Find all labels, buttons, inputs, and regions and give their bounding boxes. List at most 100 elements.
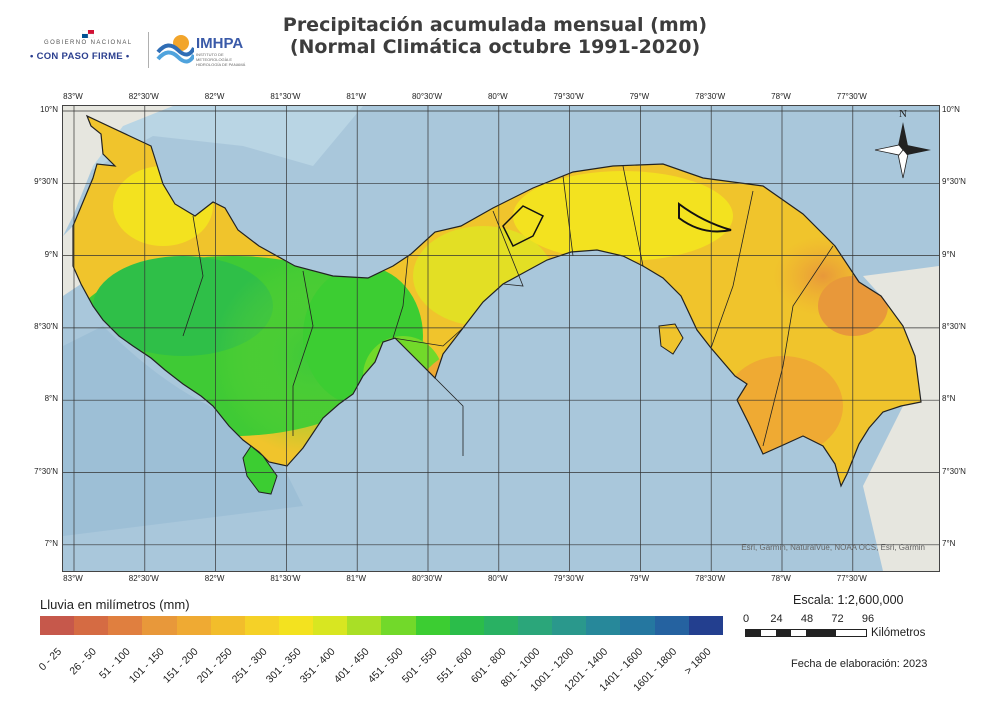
gov-main-text: • CON PASO FIRME •	[30, 51, 130, 62]
latitude-label: 8°N	[942, 394, 956, 404]
gobierno-nacional-logo: GOBIERNO NACIONAL • CON PASO FIRME •	[30, 30, 145, 68]
legend-swatch	[586, 616, 621, 635]
longitude-label: 81°W	[346, 574, 367, 583]
legend-label: 501 - 550	[400, 645, 440, 686]
panama-flag-icon	[82, 30, 94, 38]
imhpa-name: IMHPA	[196, 35, 244, 52]
legend-label: 401 - 450	[331, 645, 372, 686]
longitude-label: 82°W	[204, 574, 225, 583]
latitude-label: 9°N	[942, 249, 956, 259]
caribbean-shelf	[63, 106, 363, 186]
longitude-label: 77°30'W	[836, 574, 867, 583]
legend-swatch	[620, 616, 655, 635]
legend-swatch	[142, 616, 177, 635]
latitude-label: 8°N	[44, 394, 58, 404]
longitude-label: 80°W	[487, 92, 508, 101]
elaboration-date: Fecha de elaboración: 2023	[791, 658, 928, 670]
latitude-label: 8°30'N	[34, 321, 58, 331]
map-attribution: Esri, Garmin, NaturalVue, NOAA OCS, Esri…	[741, 543, 925, 552]
legend-color-bar	[40, 616, 723, 635]
legend-swatch	[381, 616, 416, 635]
scale-text: Escala: 1:2,600,000	[793, 593, 904, 607]
longitude-label: 78°W	[771, 92, 791, 101]
colombia-land	[863, 266, 939, 571]
latitude-label: 10°N	[40, 105, 58, 114]
longitude-label: 78°30'W	[695, 574, 726, 583]
longitude-label: 80°30'W	[411, 574, 443, 583]
longitude-label: 81°30'W	[270, 574, 301, 583]
north-arrow-icon	[874, 122, 931, 179]
pacific-shelf	[63, 326, 303, 536]
longitude-label: 83°W	[63, 574, 83, 583]
title-line-2: (Normal Climática octubre 1991-2020)	[289, 36, 701, 59]
map-canvas: N Esri, Garmin, NaturalVue, NOAA OCS, Es…	[63, 106, 939, 571]
map-title: Precipitación acumulada mensual (mm) (No…	[240, 14, 750, 59]
isla-del-rey	[658, 323, 684, 355]
latitude-label: 10°N	[942, 105, 960, 114]
legend-label: 26 - 50	[66, 645, 99, 678]
latitude-label: 7°N	[44, 538, 58, 548]
longitude-label: 80°30'W	[411, 92, 443, 101]
legend-label: 451 - 500	[365, 645, 406, 686]
imhpa-logo: IMHPA INSTITUTO DE METEOROLOGÍA E HIDROL…	[156, 32, 256, 68]
precipitation-map: N Esri, Garmin, NaturalVue, NOAA OCS, Es…	[62, 105, 940, 572]
longitude-label: 78°30'W	[695, 92, 726, 101]
legend-label: 301 - 350	[263, 645, 304, 686]
scale-tick-label: 0	[742, 613, 750, 625]
latitude-label: 8°30'N	[942, 321, 966, 331]
longitude-label: 79°W	[629, 92, 650, 101]
legend-swatch	[278, 616, 314, 635]
graticule	[63, 106, 939, 571]
legend-swatch	[552, 616, 587, 635]
gatun-lake	[502, 205, 545, 248]
legend-swatch	[654, 616, 689, 635]
costa-rica-land-south	[63, 226, 81, 296]
legend-swatch	[688, 616, 723, 635]
legend-swatch	[244, 616, 279, 635]
longitude-label: 78°W	[771, 574, 791, 583]
longitude-label: 82°30'W	[128, 574, 159, 583]
legend-swatch	[176, 616, 211, 635]
legend-label: 151 - 200	[161, 645, 201, 686]
legend-swatch	[108, 616, 143, 635]
imhpa-wave-icon	[156, 35, 194, 64]
costa-rica-land	[63, 106, 173, 236]
legend-swatch	[415, 616, 450, 635]
logo-divider	[148, 32, 149, 68]
coiba-island	[242, 445, 278, 495]
longitude-label: 79°W	[629, 574, 650, 583]
latitude-label: 9°30'N	[942, 177, 966, 187]
longitude-label: 80°W	[487, 574, 508, 583]
legend-swatch	[313, 616, 348, 635]
latitude-label: 9°N	[44, 249, 58, 259]
longitude-label: 83°W	[63, 92, 83, 101]
longitude-label: 82°30'W	[128, 92, 159, 101]
legend-swatch	[40, 616, 75, 635]
legend-label: 0 - 25	[36, 645, 65, 674]
legend-label: 251 - 300	[229, 645, 270, 686]
longitude-label: 81°30'W	[270, 92, 301, 101]
legend-swatch	[483, 616, 518, 635]
scale-bar	[745, 629, 867, 637]
province-boundaries	[182, 165, 834, 456]
legend-swatch	[517, 616, 553, 635]
legend-label: > 1800	[681, 645, 714, 678]
north-label: N	[899, 108, 907, 120]
scale-tick-label: 24	[770, 613, 783, 625]
legend-swatch	[74, 616, 109, 635]
longitude-label: 81°W	[346, 92, 367, 101]
longitude-label: 77°30'W	[836, 92, 867, 101]
scale-tick-label: 96	[861, 613, 875, 625]
imhpa-subtitle: INSTITUTO DE METEOROLOGÍA E HIDROLOGÍA D…	[196, 52, 246, 67]
title-line-1: Precipitación acumulada mensual (mm)	[282, 14, 708, 36]
latitude-label: 7°30'N	[34, 466, 58, 476]
latitude-label: 7°30'N	[942, 466, 966, 476]
latitude-label: 9°30'N	[34, 177, 58, 187]
legend-title: Lluvia en milímetros (mm)	[40, 597, 190, 612]
lake-bayano	[678, 202, 732, 233]
longitude-label: 79°30'W	[553, 574, 584, 583]
scale-tick-label: 48	[800, 613, 814, 625]
longitude-label: 79°30'W	[553, 92, 584, 101]
legend-swatch	[449, 616, 484, 635]
legend-label: 551 - 600	[434, 645, 475, 686]
